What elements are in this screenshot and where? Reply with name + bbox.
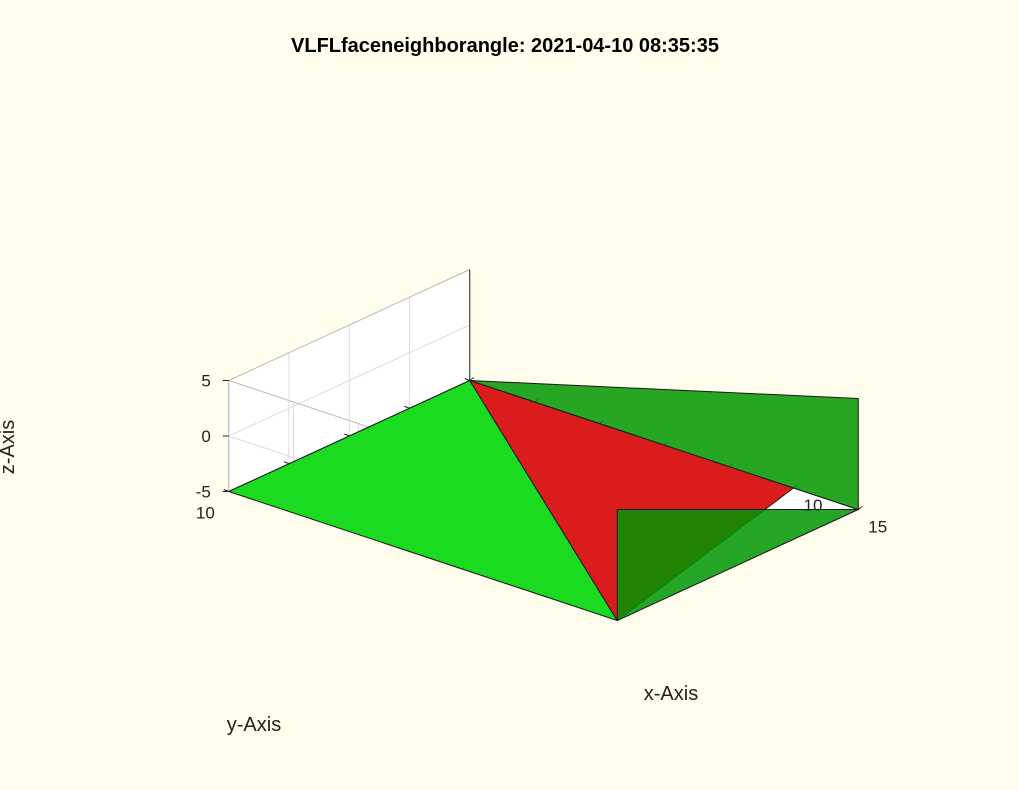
surface-face-4 <box>469 380 859 510</box>
x-tick-label: 15 <box>868 518 887 537</box>
y-tick-mark <box>464 378 470 381</box>
y-axis-label: y-Axis <box>227 714 281 736</box>
x-axis-label: x-Axis <box>644 683 698 705</box>
surface-faces <box>228 380 859 621</box>
y-tick-mark <box>404 405 410 409</box>
z-tick-label: 5 <box>201 372 210 391</box>
surface-face-3 <box>616 509 859 621</box>
z-axis-label: z-Axis <box>0 420 19 474</box>
y-tick-mark <box>283 461 290 465</box>
y-tick-mark <box>344 433 350 437</box>
z-tick-label: 0 <box>201 427 210 446</box>
x-tick-mark <box>469 377 475 381</box>
chart-title: VLFLfaceneighborangle: 2021-04-10 08:35:… <box>291 35 719 57</box>
z-tick-label: -5 <box>196 483 211 502</box>
grid-line-z-wall <box>228 324 470 437</box>
x-tick-mark <box>857 506 863 510</box>
box-edge <box>228 269 470 381</box>
y-tick-label: 10 <box>196 504 215 523</box>
